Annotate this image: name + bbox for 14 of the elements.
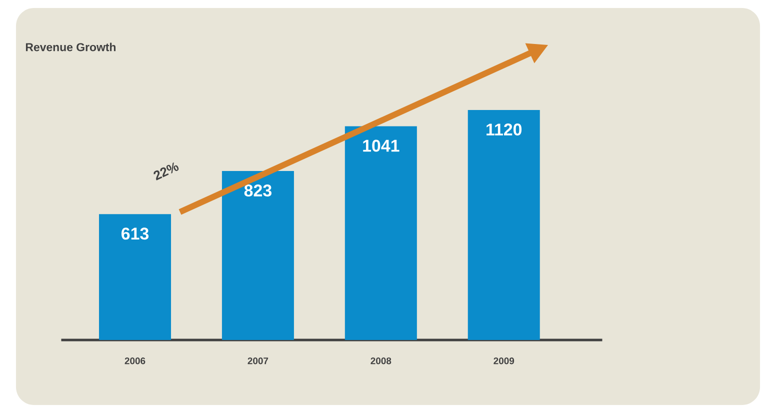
x-tick-label: 2006	[124, 358, 146, 364]
bar	[468, 110, 540, 340]
x-tick-label: 2007	[248, 358, 268, 364]
x-tick-label: 2008	[370, 358, 392, 364]
chart-title: Revenue Growth	[26, 42, 116, 52]
data-label: 823	[244, 184, 272, 197]
bar	[99, 214, 172, 340]
data-label: 1041	[363, 140, 400, 152]
annotation: 22%	[154, 162, 179, 180]
bar	[344, 126, 417, 340]
data-label: 613	[122, 228, 149, 240]
data-label: 1120	[486, 124, 522, 136]
x-tick-label: 2009	[494, 358, 514, 364]
bar	[222, 170, 294, 340]
